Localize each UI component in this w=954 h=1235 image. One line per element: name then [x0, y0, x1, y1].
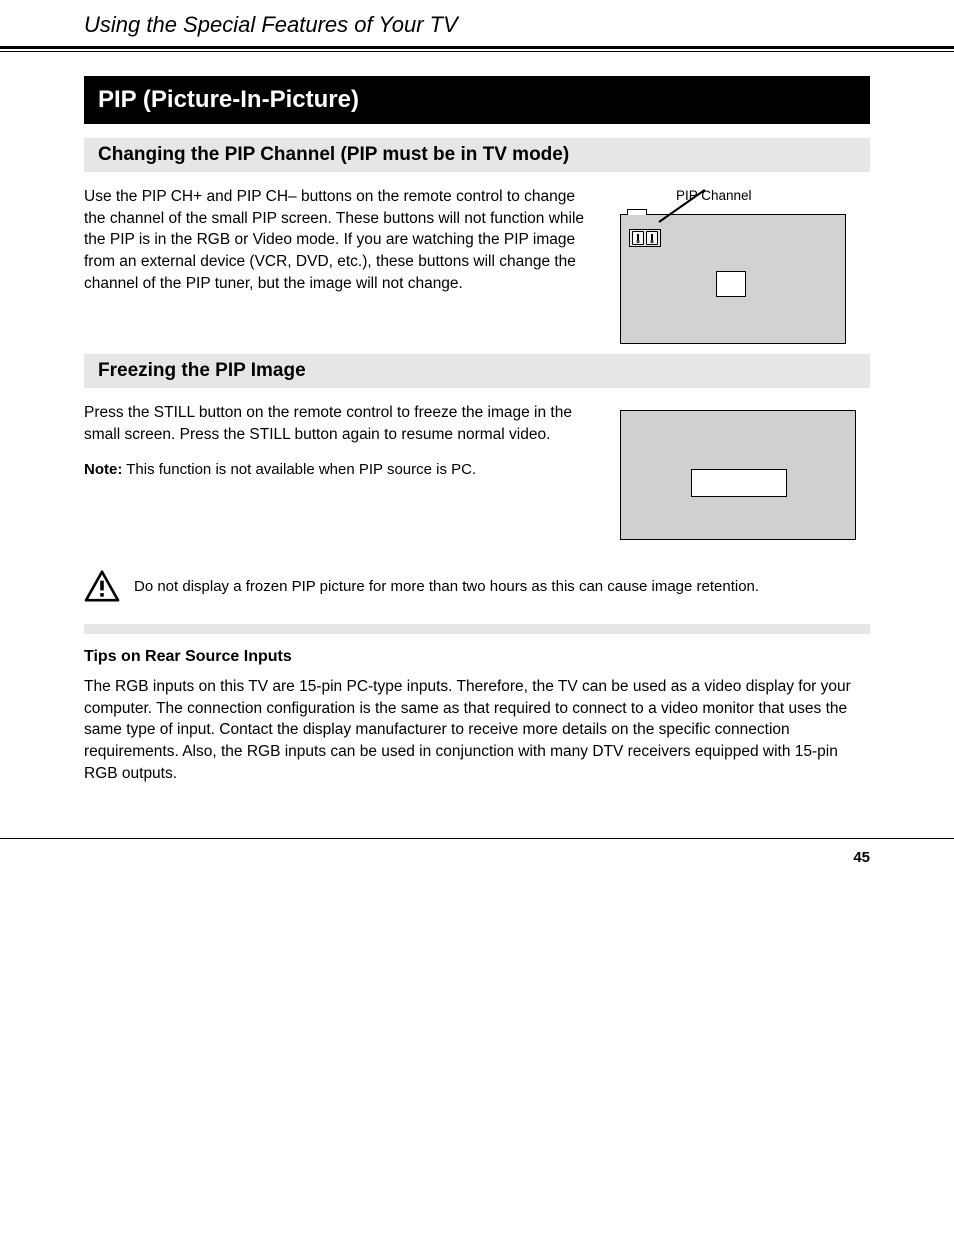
sub3-heading: Tips on Rear Source Inputs [84, 648, 870, 666]
thin-divider [84, 624, 870, 634]
section-heading: PIP (Picture-In-Picture) [84, 76, 870, 124]
pip-ch-minus-icon [646, 231, 658, 245]
sub1-para1: Use the PIP CH+ and PIP CH– buttons on t… [84, 186, 600, 294]
warning-text: Do not display a frozen PIP picture for … [134, 578, 870, 595]
top-rule [0, 46, 954, 52]
running-title: Using the Special Features of Your TV [84, 12, 876, 38]
sub2-note: Note: This function is not available whe… [84, 459, 600, 480]
footer: 45 [0, 839, 954, 890]
fig1-tab [627, 209, 647, 215]
warning-row: Do not display a frozen PIP picture for … [84, 570, 870, 602]
note-text: This function is not available when PIP … [126, 461, 476, 478]
sub3-para1: The RGB inputs on this TV are 15-pin PC-… [84, 676, 870, 784]
fig1-center-plate [716, 271, 746, 297]
warning-icon [84, 570, 120, 602]
sub2-para1: Press the STILL button on the remote con… [84, 402, 600, 445]
pip-ch-plus-icon [632, 231, 644, 245]
fig1-wrapper: PIP Channel [620, 214, 870, 344]
tv-rear-diagram-2 [620, 410, 856, 540]
fig2-wrapper [620, 410, 870, 540]
sub2-body: Press the STILL button on the remote con… [84, 402, 600, 494]
sub1-heading: Changing the PIP Channel (PIP must be in… [84, 138, 870, 172]
tv-rear-diagram-1 [620, 214, 846, 344]
pip-channel-buttons [629, 229, 661, 247]
sub3-body: The RGB inputs on this TV are 15-pin PC-… [84, 676, 870, 784]
sub1-body: Use the PIP CH+ and PIP CH– buttons on t… [84, 186, 600, 308]
page-number: 45 [853, 849, 870, 866]
fig2-inlet [691, 469, 787, 497]
sub2-heading: Freezing the PIP Image [84, 354, 870, 388]
note-label: Note: [84, 461, 122, 478]
